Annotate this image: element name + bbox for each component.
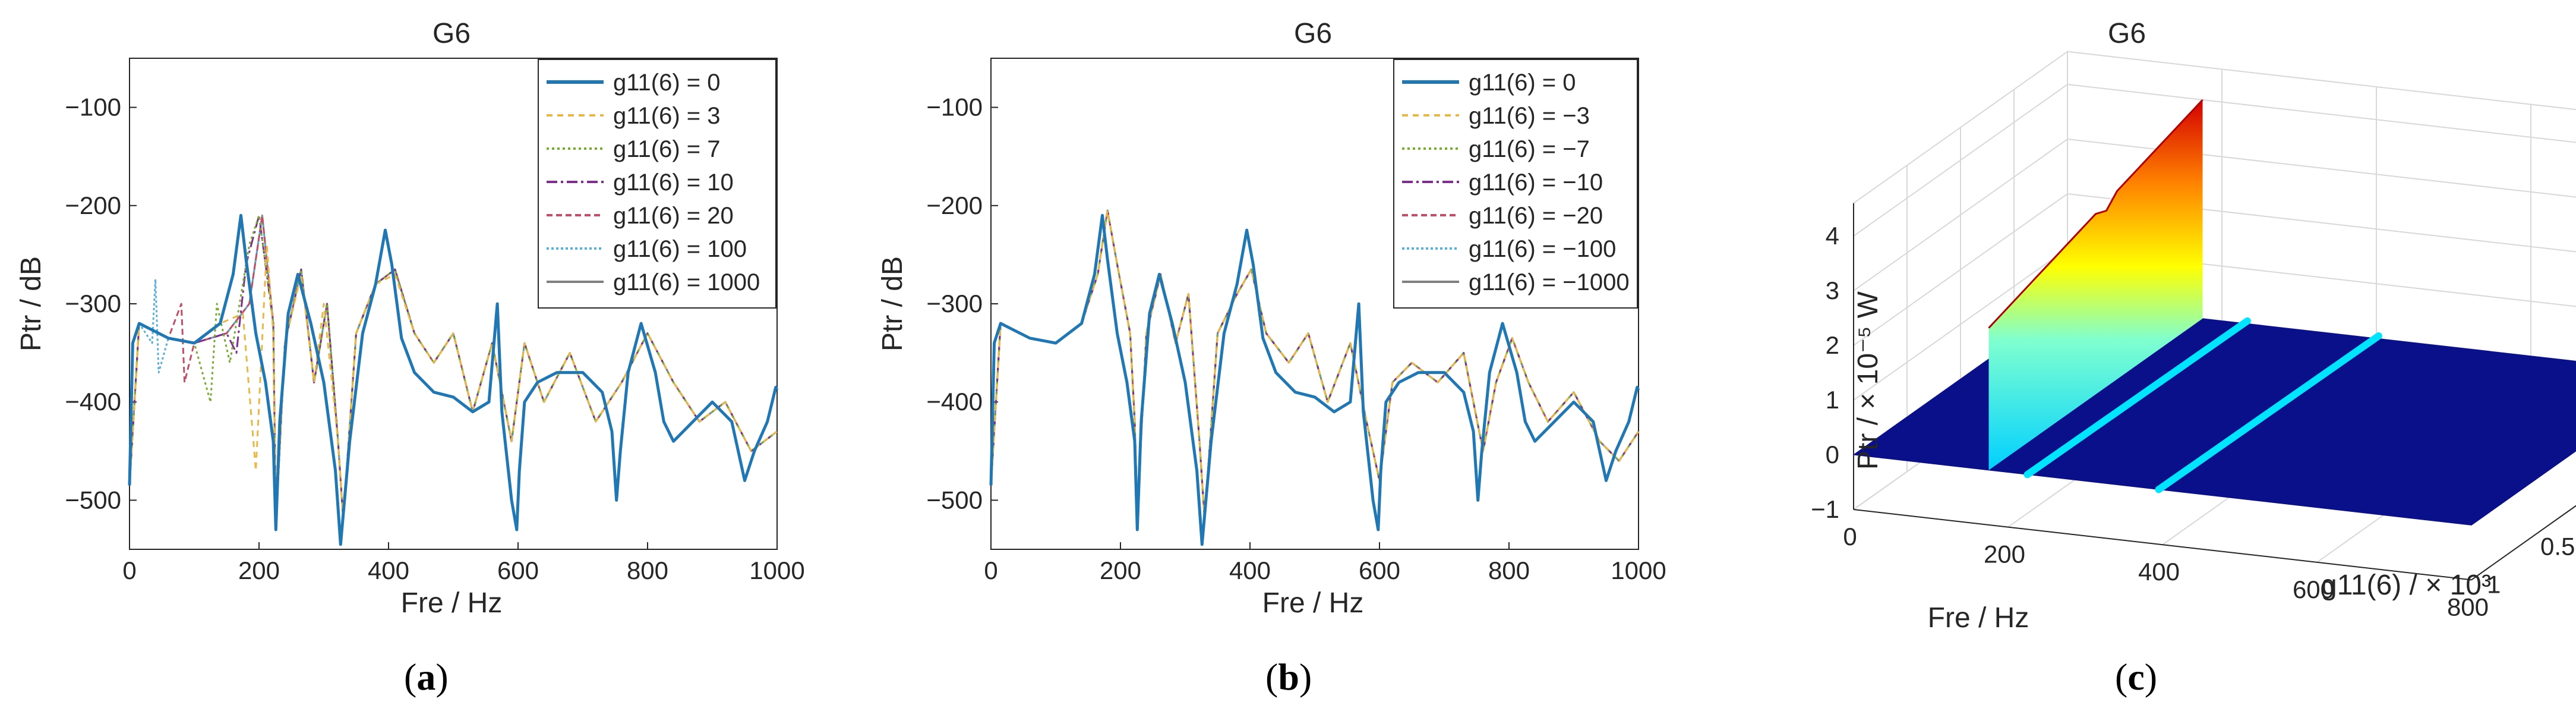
legend-entry: g11(6) = 10 [613, 169, 734, 196]
x-tick-label: 600 [1359, 556, 1400, 584]
x-tick-label: 800 [1488, 556, 1530, 584]
legend-entry: g11(6) = 0 [1469, 70, 1576, 96]
legend-box [1393, 59, 1638, 309]
panel-b: G6 −100 −200 −300 −400 −500 0 200 400 600 800 100… [877, 18, 1666, 698]
x-tick-label: 600 [2293, 575, 2334, 603]
y-axis: −100 −200 −300 −400 −500 [926, 93, 998, 514]
panel-caption: (a) [404, 656, 449, 698]
y-tick-label: −200 [926, 191, 983, 219]
surface-floor [1852, 303, 2576, 526]
series-line-0 [128, 213, 779, 546]
panel-caption: (c) [2115, 656, 2157, 698]
y-tick-label: −300 [926, 290, 983, 317]
x-axis-label: Fre / Hz [1928, 602, 2029, 634]
chart-title: G6 [1294, 18, 1332, 49]
legend-entry: g11(6) = −100 [1469, 236, 1616, 262]
series-line-1 [128, 244, 778, 521]
x-axis-line [1853, 509, 2472, 581]
x-tick-label: 800 [627, 556, 668, 584]
x-tick-label: 800 [2447, 593, 2489, 621]
x-tick-label: 1000 [1611, 556, 1666, 584]
y-axis: −100 −200 −300 −400 −500 [65, 93, 137, 514]
y-axis-label: Ptr / × 10⁻⁵ W [1852, 291, 1884, 470]
y-tick-label: −400 [65, 388, 121, 416]
x-axis: 0 200 400 600 800 1000 [984, 542, 1666, 584]
x-tick-label: 1000 [749, 556, 804, 584]
x-tick-label: 200 [238, 556, 280, 584]
x-tick-label: 400 [368, 556, 409, 584]
legend: g11(6) = 0 g11(6) = −3 g11(6) = −7 g11(6) =… [1393, 59, 1638, 309]
legend-entry: g11(6) = −7 [1469, 136, 1590, 162]
legend-entry: g11(6) = −20 [1469, 203, 1603, 229]
grid-line [1853, 138, 2576, 291]
x-tick-label: 0 [122, 556, 136, 584]
peak-wall [1988, 99, 2203, 470]
y-tick-label: 1 [1826, 386, 1839, 414]
x-tick-label: 0 [984, 556, 997, 584]
panel-a: G6 −100 −200 −300 −400 −500 0 200 400 600 800 100… [15, 18, 805, 698]
y-tick-label: 3 [1826, 276, 1839, 304]
x-tick-label: 200 [1100, 556, 1141, 584]
peak-crest [1988, 99, 2204, 329]
y-tick-label: −100 [65, 93, 121, 121]
y-tick-label: −100 [926, 93, 983, 121]
legend-entry: g11(6) = 20 [613, 203, 734, 229]
ridge-0 [2023, 317, 2251, 479]
x-tick-label: 600 [497, 556, 539, 584]
series-lines [989, 209, 1640, 546]
ridge-1 [2155, 332, 2382, 493]
legend-entry: g11(6) = 7 [613, 136, 721, 162]
z-tick-label: 1 [2487, 570, 2501, 598]
y-tick-label: −200 [65, 191, 121, 219]
y-tick-label: −300 [65, 290, 121, 317]
legend-entry: g11(6) = 100 [613, 236, 747, 262]
y-axis-label: Ptr / dB [15, 256, 47, 351]
y-tick-label: −500 [65, 486, 121, 514]
x-axis: 0 200 400 600 800 1000 [122, 542, 805, 584]
legend-entry: g11(6) = 1000 [613, 269, 760, 295]
legend-entry: g11(6) = −1000 [1469, 269, 1630, 295]
y-tick-label: −1 [1811, 495, 1839, 523]
legend-entry: g11(6) = 0 [613, 70, 721, 96]
z-axis-label: g11(6) / × 10³ [2321, 570, 2491, 601]
y-tick-label: 4 [1826, 222, 1839, 250]
grid-line [1853, 83, 2576, 237]
x-axis-label: Fre / Hz [1262, 587, 1364, 619]
series-line-0 [989, 213, 1640, 546]
legend-entry: g11(6) = −10 [1469, 169, 1603, 196]
legend: g11(6) = 0 g11(6) = 3 g11(6) = 7 g11(6) = 1… [538, 59, 776, 309]
grid-line [1853, 193, 2576, 346]
x-tick-label: 400 [1229, 556, 1271, 584]
series-line-1 [990, 209, 1640, 521]
legend-box [538, 59, 776, 309]
z-tick-label: 0.5 [2540, 533, 2575, 561]
x-axis-label: Fre / Hz [401, 587, 503, 619]
y-tick-label: 2 [1826, 331, 1839, 359]
series-line-4 [128, 214, 778, 526]
chart-title: G6 [433, 18, 471, 49]
panel-caption: (b) [1265, 656, 1312, 698]
y-tick-label: −400 [926, 388, 983, 416]
x-tick-label: 400 [2138, 558, 2180, 586]
legend-entry: g11(6) = −3 [1469, 103, 1590, 129]
legend-entry: g11(6) = 3 [613, 103, 721, 129]
chart-title: G6 [2108, 18, 2146, 49]
y-tick-label: 0 [1826, 441, 1839, 468]
y-axis-label: Ptr / dB [877, 256, 908, 351]
surface [1852, 99, 2576, 526]
y-tick-label: −500 [926, 486, 983, 514]
z-axis-line [2471, 505, 2576, 581]
x-tick-label: 0 [1843, 523, 1857, 551]
series-lines [128, 213, 779, 546]
x-tick-label: 200 [1984, 540, 2025, 568]
